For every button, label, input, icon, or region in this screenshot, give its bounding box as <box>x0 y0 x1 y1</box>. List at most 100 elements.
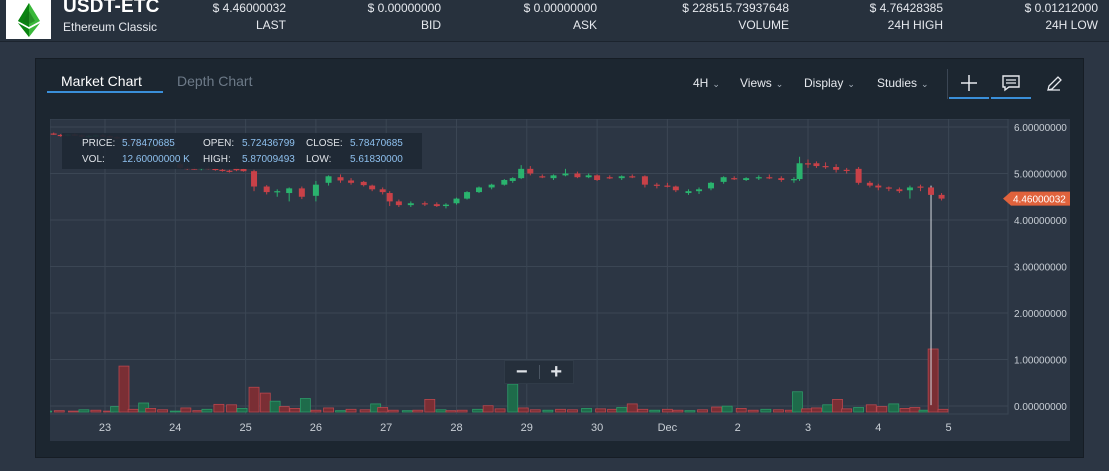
volume-bar <box>445 410 457 413</box>
volume-bar <box>801 408 812 413</box>
candle-body <box>562 173 569 176</box>
comment-button[interactable] <box>991 69 1031 99</box>
volume-bar <box>792 391 803 413</box>
display-dropdown[interactable]: Display ⌄ <box>804 76 855 90</box>
stat-ask-label: ASK <box>572 18 597 32</box>
candle-body <box>685 191 692 194</box>
tab-depth-chart[interactable]: Depth Chart <box>177 73 253 89</box>
x-tick-label: 28 <box>450 422 462 434</box>
candle-body <box>212 168 219 171</box>
coin-name: Ethereum Classic <box>63 20 158 34</box>
volume-bar <box>909 407 921 413</box>
volume-bar <box>387 409 399 413</box>
volume-bar <box>248 386 260 413</box>
volume-bar <box>853 407 865 413</box>
volume-bar <box>822 404 834 413</box>
candle-body <box>453 198 460 204</box>
x-tick-label: Dec <box>658 422 678 434</box>
candle-body <box>518 168 525 179</box>
volume-bar <box>672 409 684 413</box>
volume-bar <box>138 402 150 413</box>
y-tick-label: 4.00000000 <box>1014 216 1067 227</box>
volume-bar <box>424 398 436 413</box>
candle-body <box>766 177 773 179</box>
chevron-down-icon: ⌄ <box>847 79 855 89</box>
studies-dropdown[interactable]: Studies ⌄ <box>877 76 929 90</box>
zoom-out-button[interactable]: − <box>515 361 528 383</box>
candle-body <box>360 181 367 186</box>
legend-close-label: CLOSE: <box>306 138 343 149</box>
candle-body <box>928 187 935 195</box>
legend-low-value: 5.61830000 <box>350 154 403 165</box>
candle-body <box>325 176 332 183</box>
candle-body <box>672 186 679 191</box>
candle-body <box>527 168 534 174</box>
draw-button[interactable] <box>1034 69 1074 99</box>
x-tick-label: 24 <box>169 422 181 434</box>
candle-body <box>274 191 281 193</box>
volume-bar <box>412 409 424 413</box>
candle-body <box>805 163 811 165</box>
candle-body <box>407 203 414 206</box>
candlestick-chart[interactable]: 6.00000000 5.00000000 4.00000000 3.00000000… <box>50 119 1070 441</box>
legend-low-label: LOW: <box>306 154 332 165</box>
y-tick-label: 2.00000000 <box>1014 309 1067 320</box>
volume-bar <box>213 403 225 413</box>
x-tick-label: 30 <box>591 422 603 434</box>
volume-bar <box>482 405 494 413</box>
volume-bar <box>472 408 483 413</box>
stat-last-value: $ 4.46000032 <box>212 1 286 15</box>
volume-bar <box>832 398 843 413</box>
volume-bar <box>595 408 607 413</box>
volume-bar <box>157 409 169 413</box>
legend-high-value: 5.87009493 <box>242 154 295 165</box>
candle-body <box>594 175 601 181</box>
candle-body <box>574 173 581 178</box>
volume-bar <box>401 410 413 413</box>
candle-body <box>653 184 660 186</box>
candle-body <box>707 182 714 189</box>
volume-bar <box>145 407 157 413</box>
volume-bar <box>607 408 618 413</box>
stat-24h-high: $ 4.76428385 24H HIGH <box>870 1 943 32</box>
crosshair-button[interactable] <box>949 69 989 99</box>
stat-24h-high-label: 24H HIGH <box>887 18 943 32</box>
candle-body <box>298 188 305 197</box>
x-tick-label: 29 <box>521 422 533 434</box>
y-tick-label: 5.00000000 <box>1014 170 1067 181</box>
price-chart[interactable]: 6.00000000 5.00000000 4.00000000 3.00000000… <box>50 119 1070 441</box>
volume-bar <box>918 409 930 413</box>
views-dropdown[interactable]: Views ⌄ <box>740 76 783 90</box>
candle-body <box>629 176 636 178</box>
volume-bar <box>127 408 139 413</box>
candle-body <box>369 185 376 190</box>
volume-bar <box>711 406 723 413</box>
zoom-controls: − + <box>504 360 574 384</box>
candle-body <box>379 189 386 193</box>
interval-dropdown[interactable]: 4H ⌄ <box>693 76 720 90</box>
candle-body <box>263 186 270 193</box>
last-price-tag <box>1003 191 1070 206</box>
candle-body <box>618 176 625 179</box>
active-tab-indicator <box>47 91 163 93</box>
volume-bar <box>50 410 53 413</box>
zoom-in-button[interactable]: + <box>550 361 563 383</box>
candle-body <box>796 163 803 180</box>
candle-body <box>790 179 797 181</box>
display-label: Display <box>804 76 844 90</box>
crosshair-icon <box>961 75 977 91</box>
stat-24h-low: $ 0.01212000 24H LOW <box>1025 1 1098 32</box>
legend-close-value: 5.78470685 <box>350 138 403 149</box>
candle-body <box>743 178 750 181</box>
candle-body <box>875 185 882 188</box>
candle-body <box>606 177 613 179</box>
candle-body <box>475 187 482 193</box>
volume-bar <box>192 410 204 413</box>
tab-market-chart[interactable]: Market Chart <box>61 73 142 89</box>
y-tick-label: 1.00000000 <box>1014 356 1067 367</box>
volume-bar <box>494 408 506 413</box>
stat-24h-low-label: 24H LOW <box>1045 18 1098 32</box>
x-tick-label: 25 <box>239 422 251 434</box>
chevron-down-icon: ⌄ <box>712 79 720 89</box>
candle-body <box>488 184 495 188</box>
